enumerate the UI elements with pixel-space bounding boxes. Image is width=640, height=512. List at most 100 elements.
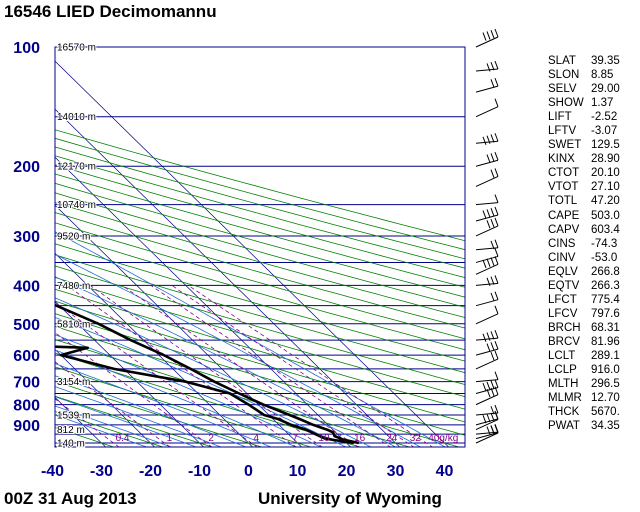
dry-adiabat-line xyxy=(55,300,465,423)
mixing-ratio-label: 0.4 xyxy=(116,433,130,444)
pressure-tick-label: 700 xyxy=(13,375,40,392)
mixing-ratio-label: 24 xyxy=(386,433,398,444)
temperature-tick-label: -40 xyxy=(41,463,64,480)
wind-barb xyxy=(475,340,499,356)
stat-value: -3.07 xyxy=(591,125,618,138)
stat-label: SLAT xyxy=(548,55,576,67)
stat-row: CAPV 603.4 xyxy=(548,223,640,237)
stat-value: 289.1 xyxy=(591,349,620,362)
wind-barb xyxy=(475,379,499,395)
source-credit: University of Wyoming xyxy=(258,489,442,508)
stat-label: LFCV xyxy=(548,307,578,320)
stat-value: 129.5 xyxy=(591,139,620,152)
pressure-tick-label: 300 xyxy=(13,229,40,246)
stat-value: -2.52 xyxy=(591,111,618,124)
stat-label: BRCH xyxy=(548,321,581,334)
stat-value: 29.00 xyxy=(591,83,620,96)
chart-title: 16546 LIED Decimomannu xyxy=(4,2,217,21)
mixing-ratio-label: 40g/kg xyxy=(428,433,458,444)
stat-row: PWAT 34.35 xyxy=(548,419,640,433)
wind-barb xyxy=(475,133,499,146)
stat-row: LCLT 289.1 xyxy=(548,349,640,363)
temperature-tick-label: 10 xyxy=(289,463,307,480)
dry-adiabat-line xyxy=(55,313,465,436)
dewpoint-profile xyxy=(55,345,355,445)
height-label: 812 m xyxy=(57,425,85,436)
stat-value: 8.85 xyxy=(591,69,614,82)
stat-label: SELV xyxy=(548,83,577,96)
mixing-ratio-label: 1 xyxy=(167,433,173,444)
stat-value: 266.8 xyxy=(591,265,620,278)
stat-label: SHOW xyxy=(548,97,584,110)
wind-barb xyxy=(475,291,499,307)
stat-row: LFCV 797.6 xyxy=(548,307,640,321)
temperature-tick-label: 20 xyxy=(338,463,356,480)
stat-row: SLON 8.85 xyxy=(548,68,640,82)
isotherm-line xyxy=(0,38,12,451)
stat-row: LFCT 775.4 xyxy=(548,293,640,307)
wind-barb xyxy=(475,256,499,275)
stat-row: SLAT 39.35 xyxy=(548,54,640,68)
isotherm-line xyxy=(55,348,156,447)
plot-frame xyxy=(54,46,466,448)
dry-adiabat-line xyxy=(55,243,465,362)
stat-value: 20.10 xyxy=(591,167,620,180)
stat-label: VTOT xyxy=(548,181,579,194)
mixing-ratio-label: 16 xyxy=(354,433,366,444)
pressure-tick-label: 200 xyxy=(13,159,40,176)
dry-adiabat-line xyxy=(55,202,465,318)
pressure-tick-label: 800 xyxy=(13,398,40,415)
mixing-ratio-line xyxy=(150,285,391,447)
mixing-ratio-line xyxy=(55,398,120,447)
mixing-ratio-line xyxy=(121,285,359,447)
wind-barb xyxy=(475,404,499,416)
stat-label: CINS xyxy=(548,237,576,250)
dry-adiabat-line xyxy=(55,164,465,279)
moist-adiabat-line xyxy=(55,297,372,447)
dry-adiabat-line xyxy=(55,395,214,447)
stat-label: MLMR xyxy=(548,392,582,405)
isotherm-line xyxy=(55,60,450,447)
height-label: 7480 m xyxy=(57,281,90,292)
stat-label: CTOT xyxy=(548,167,580,180)
height-label: 9520 m xyxy=(57,231,90,242)
moist-adiabat-line xyxy=(55,396,198,447)
stat-label: EQTV xyxy=(548,279,580,292)
stat-value: 775.4 xyxy=(591,293,620,306)
wind-barb xyxy=(475,305,499,325)
stat-row: LCLP 916.0 xyxy=(548,363,640,377)
temperature-tick-label: 30 xyxy=(387,463,405,480)
moist-adiabat-line xyxy=(55,414,148,447)
stat-value: 12.70 xyxy=(591,392,620,405)
stat-row: MLTH 296.5 xyxy=(548,377,640,391)
stat-label: KINX xyxy=(548,153,575,166)
stats-panel: SLAT 39.35 SLON 8.85 SELV 29.00 SHOW 1.37 LIFT -2… xyxy=(548,54,640,433)
stat-label: TOTL xyxy=(548,195,578,208)
stat-value: 28.90 xyxy=(591,153,620,166)
stat-row: CINS -74.3 xyxy=(548,237,640,251)
dry-adiabat-line xyxy=(55,366,313,447)
dry-adiabat-line xyxy=(55,232,465,351)
mixing-ratio-line xyxy=(188,285,434,447)
moist-adiabat-line xyxy=(55,405,173,447)
height-label: 140 m xyxy=(57,439,85,450)
stat-label: CAPV xyxy=(548,223,580,236)
stat-label: LFCT xyxy=(548,293,577,306)
mixing-ratio-line xyxy=(89,285,323,447)
mixing-ratio-label: 2 xyxy=(208,433,214,444)
stat-value: -53.0 xyxy=(591,251,618,264)
stat-value: 34.35 xyxy=(591,420,620,433)
wind-barb xyxy=(475,239,499,251)
stat-value: 1.37 xyxy=(591,97,614,110)
mixing-ratio-line xyxy=(171,285,415,447)
isotherm-line xyxy=(55,300,205,447)
temperature-profile xyxy=(55,303,360,445)
temperature-tick-label: -20 xyxy=(139,463,162,480)
mixing-ratio-line xyxy=(55,361,171,447)
pressure-tick-label: 100 xyxy=(13,40,40,57)
height-label: 12170 m xyxy=(57,162,96,173)
mixing-ratio-line xyxy=(55,332,213,447)
stat-label: LCLP xyxy=(548,364,577,377)
stat-label: LFTV xyxy=(548,125,577,138)
mixing-ratio-label: 7 xyxy=(292,433,298,444)
